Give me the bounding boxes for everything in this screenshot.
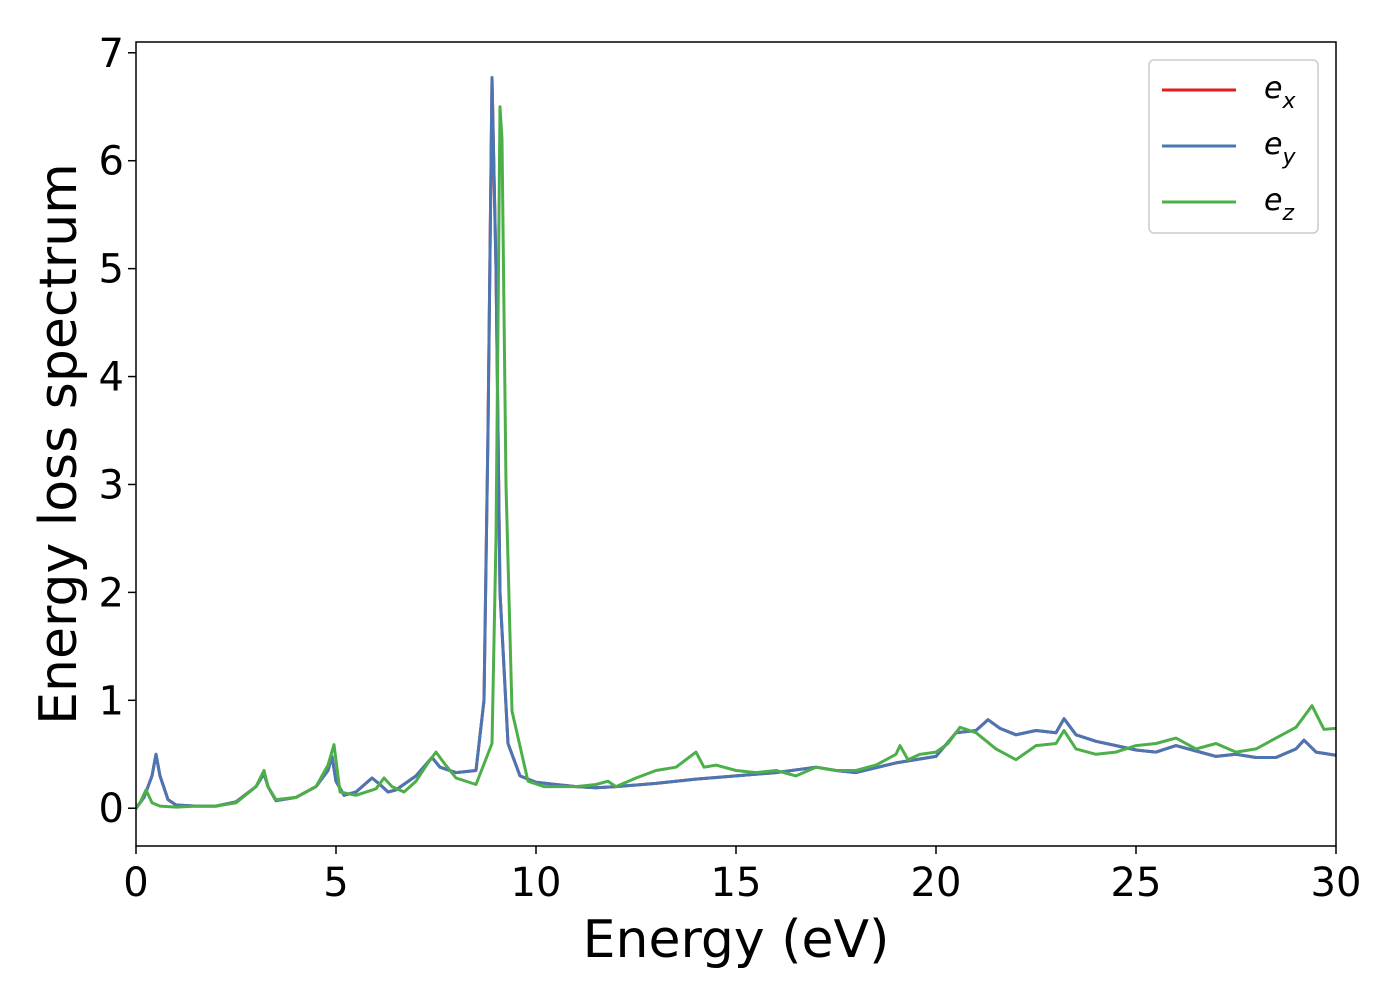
x-axis-title: Energy (eV) (583, 910, 890, 970)
y-tick-label: 0 (99, 786, 124, 832)
legend: ex ey ez (1148, 59, 1319, 234)
y-tick-label: 6 (99, 139, 124, 185)
x-tick-label: 25 (1111, 860, 1162, 906)
axes: 0 5 10 15 20 25 30 0 1 2 3 4 5 6 7 Energy (eV) Energy lo… (29, 31, 1361, 970)
y-tick-label: 2 (99, 570, 124, 616)
plot-area (136, 76, 1336, 810)
x-tick-label: 20 (911, 860, 962, 906)
y-tick-label: 3 (99, 462, 124, 508)
legend-label-y: ey (1264, 127, 1296, 170)
x-tick-label: 15 (711, 860, 762, 906)
series-line-z (136, 105, 1336, 810)
y-tick-label: 7 (99, 31, 124, 77)
y-tick-label: 5 (99, 247, 124, 293)
legend-label-x: ex (1264, 71, 1296, 114)
y-tick-label: 4 (99, 355, 124, 401)
x-tick-label: 10 (511, 860, 562, 906)
x-tick-label: 30 (1311, 860, 1362, 906)
x-tick-label: 0 (123, 860, 148, 906)
series-lines (136, 76, 1336, 810)
x-tick-label: 5 (323, 860, 348, 906)
legend-label-z: ez (1264, 183, 1294, 226)
y-tick-label: 1 (99, 678, 124, 724)
y-axis-title: Energy loss spectrum (29, 163, 89, 725)
